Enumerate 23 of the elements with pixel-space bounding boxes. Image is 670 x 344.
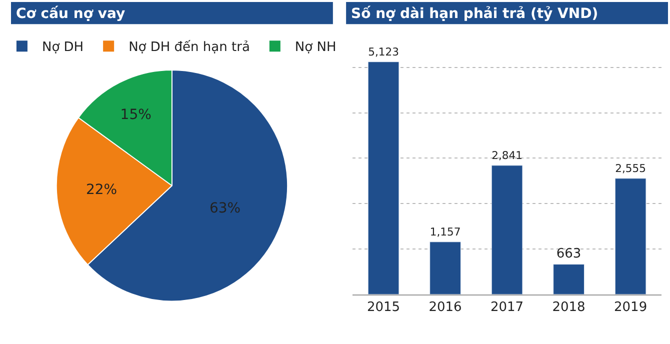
legend-label: Nợ NH xyxy=(294,40,336,56)
data-label: 2,841 xyxy=(492,149,522,162)
bar xyxy=(491,165,523,294)
bar xyxy=(614,178,646,294)
data-label: 15% xyxy=(120,106,152,123)
data-label: 22% xyxy=(86,182,118,198)
legend-label: Nợ DH đến hạn trả xyxy=(128,40,250,56)
data-label: 63% xyxy=(209,200,241,217)
x-tick-label: 2016 xyxy=(428,300,462,315)
x-tick-label: 2019 xyxy=(614,300,648,315)
bar xyxy=(553,264,584,294)
data-label: 1,157 xyxy=(430,226,461,239)
x-tick-label: 2017 xyxy=(490,300,524,315)
bar xyxy=(368,62,400,294)
x-tick-label: 2018 xyxy=(552,300,586,315)
data-label: 5,123 xyxy=(368,46,399,59)
legend-label: Nợ DH xyxy=(42,40,84,56)
chart-title: Số nợ dài hạn phải trả (tỷ VND) xyxy=(351,5,598,22)
data-label: 2,555 xyxy=(615,162,646,176)
chart-title: Cơ cấu nợ vay xyxy=(16,5,126,22)
data-label: 663 xyxy=(556,246,582,262)
x-tick-label: 2015 xyxy=(366,300,400,315)
bar xyxy=(430,242,461,294)
